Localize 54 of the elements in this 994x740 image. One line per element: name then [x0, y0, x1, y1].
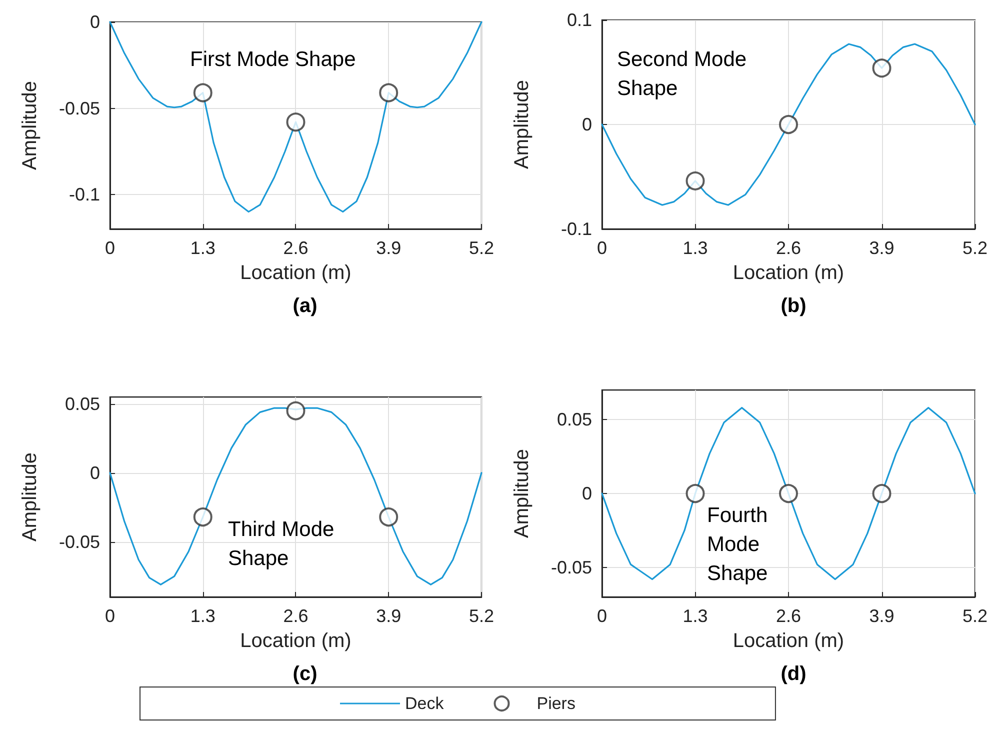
- x-tick-label: 0: [104, 238, 116, 258]
- y-tick-label: -0.1: [560, 219, 592, 239]
- point: [686, 171, 705, 190]
- y-tick-label: 0: [90, 462, 100, 483]
- y-tick-label: 0: [582, 114, 592, 134]
- line-series: [601, 43, 976, 206]
- y-tick-label: 0.1: [566, 10, 592, 30]
- x-tick-label: 2.6: [776, 606, 802, 626]
- x-tick-label: 5.2: [962, 606, 988, 626]
- text: (d): [780, 663, 806, 685]
- y-axis-title: Amplitude: [19, 452, 41, 542]
- x-axis-title: Location (m): [732, 262, 844, 284]
- annotation: First Mode Shape: [190, 48, 356, 71]
- x-tick-label: 0: [104, 606, 116, 626]
- x-tick-label: 0: [596, 606, 608, 626]
- y-tick-label: 0.05: [64, 394, 100, 414]
- y-tick-label: 0: [582, 484, 592, 504]
- y-tick-label: -0.05: [58, 532, 100, 552]
- x-tick-label: 2.6: [283, 238, 308, 258]
- text: (a): [292, 295, 318, 317]
- x-tick-label: 3.9: [869, 238, 894, 258]
- x-axis-title: Location (m): [240, 630, 352, 652]
- x-tick-label: 1.3: [190, 238, 216, 258]
- x-tick-label: 2.6: [776, 238, 802, 258]
- x-tick-label: 1.3: [682, 238, 708, 258]
- y-tick-label: -0.05: [550, 557, 592, 578]
- text: (b): [780, 295, 806, 317]
- x-tick-label: 5.2: [962, 238, 988, 258]
- y-tick-label: 0: [90, 12, 100, 32]
- x-tick-label: 3.9: [376, 606, 402, 626]
- x-tick-label: 0: [596, 238, 608, 258]
- x-tick-label: 1.3: [190, 606, 216, 626]
- x-tick-label: 2.6: [283, 606, 308, 626]
- y-axis-title: Amplitude: [511, 449, 533, 538]
- point: [779, 115, 798, 134]
- annotation: Fourth Mode Shape: [707, 504, 774, 585]
- y-axis-title: Amplitude: [511, 80, 533, 169]
- y-tick-label: 0.05: [556, 410, 592, 430]
- annotation: Second Mode Shape: [617, 48, 752, 100]
- x-axis-title: Location (m): [732, 630, 844, 652]
- x-tick-label: 3.9: [869, 606, 894, 626]
- x-tick-label: 3.9: [376, 238, 402, 258]
- annotation: Third Mode Shape: [228, 518, 340, 570]
- y-axis-title: Amplitude: [19, 81, 41, 170]
- point: [872, 58, 892, 78]
- y-tick-label: -0.05: [58, 98, 100, 118]
- x-axis-title: Location (m): [240, 262, 352, 284]
- legend-label: Deck: [405, 694, 444, 713]
- x-tick-label: 1.3: [682, 606, 708, 626]
- x-tick-label: 5.2: [468, 606, 494, 626]
- y-tick-label: -0.1: [68, 184, 100, 204]
- legend-label: Piers: [536, 694, 576, 713]
- text: (c): [292, 663, 318, 685]
- x-tick-label: 5.2: [468, 238, 494, 258]
